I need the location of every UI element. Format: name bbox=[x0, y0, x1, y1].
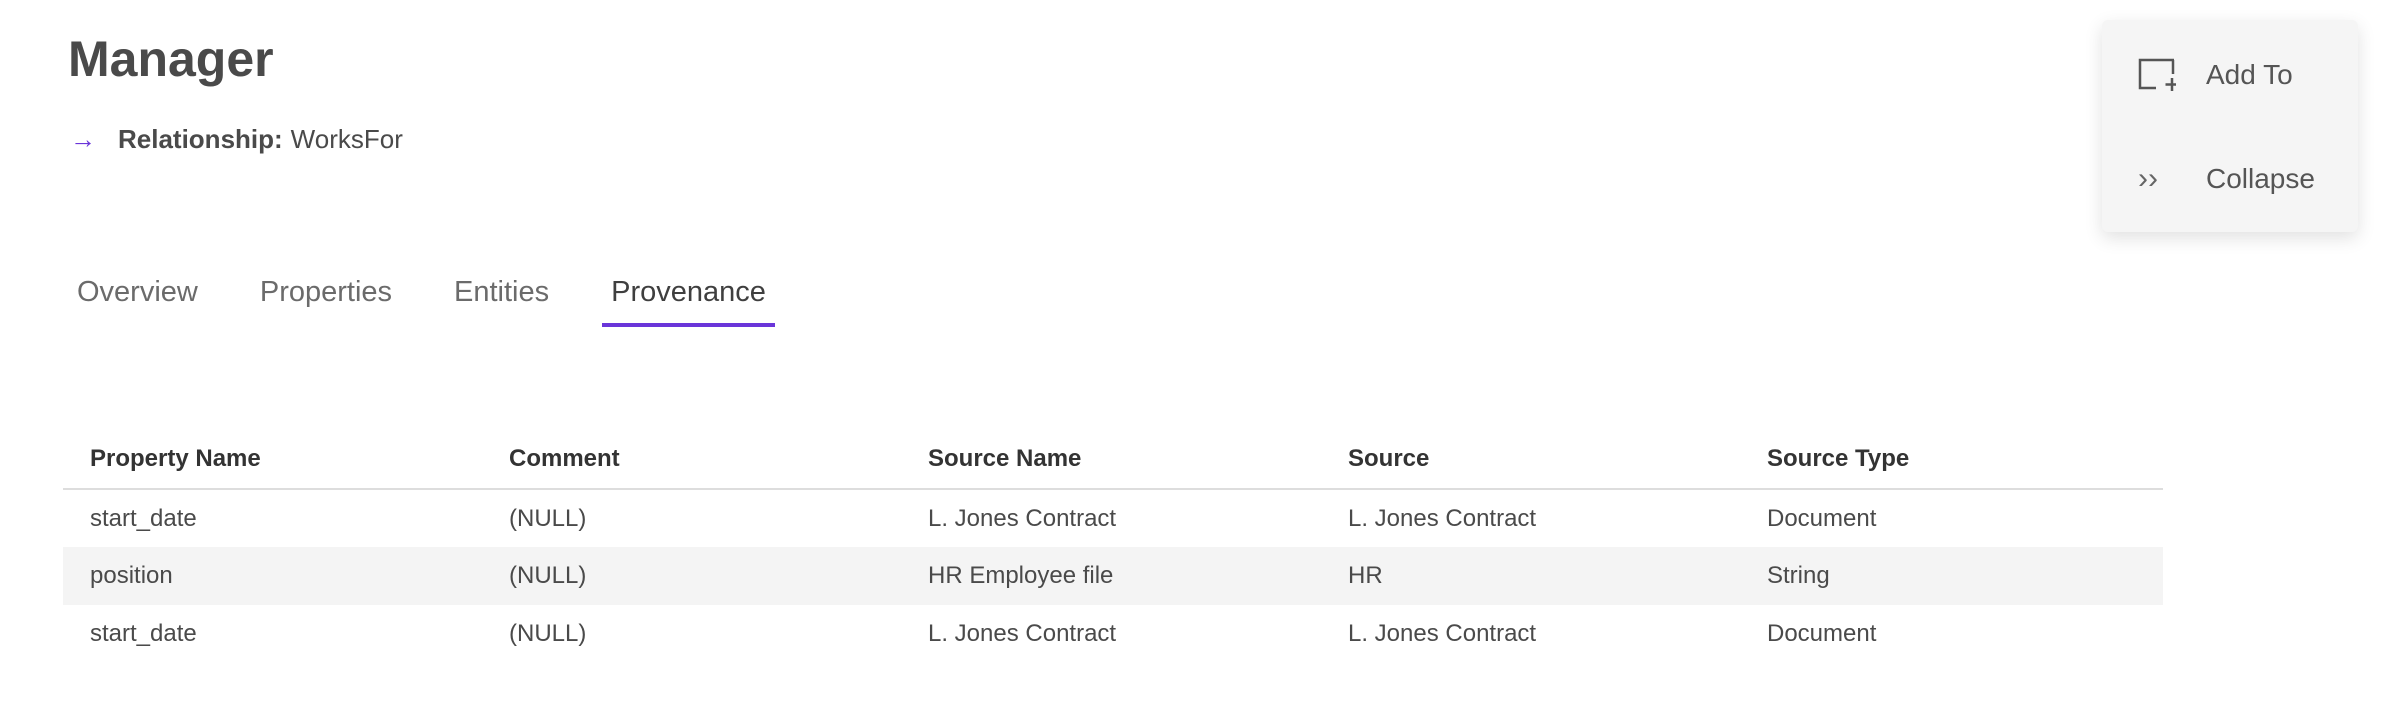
cell: start_date bbox=[90, 504, 197, 532]
add-to-icon bbox=[2138, 58, 2176, 92]
table-header-row: Property Name Comment Source Name Source… bbox=[63, 430, 2163, 490]
tab-provenance[interactable]: Provenance bbox=[602, 270, 775, 327]
tab-bar: Overview Properties Entities Provenance bbox=[68, 270, 819, 327]
cell: L. Jones Contract bbox=[1348, 504, 1537, 532]
cell: L. Jones Contract bbox=[928, 620, 1117, 647]
relationship-line: → Relationship: WorksFor bbox=[70, 124, 403, 155]
cell: position bbox=[63, 547, 482, 605]
action-panel: Add To ›› Collapse bbox=[2102, 20, 2358, 232]
table-row[interactable]: start_date (NULL) L. Jones Contract L. J… bbox=[63, 605, 2163, 663]
cell: HR bbox=[1321, 547, 1740, 605]
double-chevron-right-icon: ›› bbox=[2138, 162, 2158, 195]
tab-overview[interactable]: Overview bbox=[77, 276, 198, 308]
column-header[interactable]: Comment bbox=[482, 430, 901, 490]
relationship-value: WorksFor bbox=[290, 124, 403, 154]
collapse-label: Collapse bbox=[2206, 163, 2315, 194]
cell: (NULL) bbox=[509, 620, 587, 647]
column-header[interactable]: Property Name bbox=[63, 430, 482, 490]
cell: HR Employee file bbox=[901, 547, 1321, 605]
tab-properties[interactable]: Properties bbox=[259, 276, 393, 308]
relationship-label: Relationship: bbox=[118, 124, 283, 154]
add-to-button[interactable]: Add To bbox=[2138, 58, 2293, 92]
page-title: Manager bbox=[68, 31, 274, 87]
cell: Document bbox=[1767, 504, 1877, 532]
cell: start_date bbox=[90, 620, 197, 647]
cell: L. Jones Contract bbox=[1348, 620, 1537, 647]
column-header[interactable]: Source Name bbox=[901, 430, 1321, 490]
cell: String bbox=[1740, 547, 2163, 605]
column-header[interactable]: Source bbox=[1321, 430, 1740, 490]
cell: Document bbox=[1767, 620, 1877, 647]
add-to-label: Add To bbox=[2206, 59, 2293, 90]
cell: L. Jones Contract bbox=[928, 504, 1117, 532]
table-row[interactable]: position (NULL) HR Employee file HR Stri… bbox=[63, 547, 2163, 605]
provenance-table: Property Name Comment Source Name Source… bbox=[63, 430, 2163, 663]
cell: (NULL) bbox=[482, 547, 901, 605]
cell: (NULL) bbox=[509, 504, 587, 532]
column-header[interactable]: Source Type bbox=[1740, 430, 2163, 490]
collapse-button[interactable]: ›› Collapse bbox=[2138, 162, 2315, 196]
tab-entities[interactable]: Entities bbox=[454, 276, 550, 308]
arrow-right-icon: → bbox=[70, 124, 96, 154]
table-row[interactable]: start_date (NULL) L. Jones Contract L. J… bbox=[63, 489, 2163, 547]
